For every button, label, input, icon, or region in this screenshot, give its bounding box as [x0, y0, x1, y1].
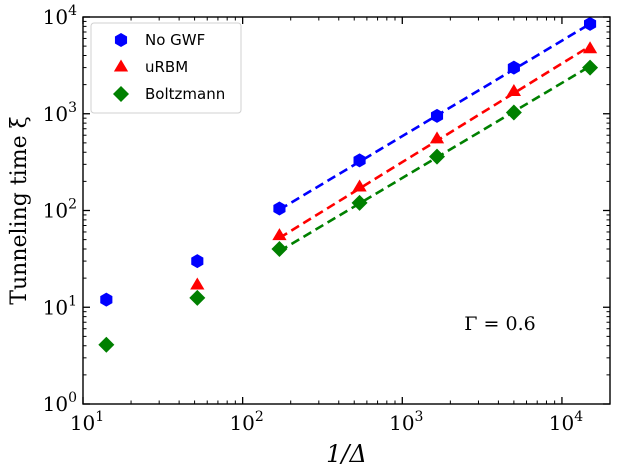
data-point-urbm	[272, 228, 287, 241]
legend-item-no-gwf: No GWF	[114, 31, 205, 49]
legend-marker-no-gwf	[114, 33, 128, 47]
data-point-boltzmann	[582, 59, 599, 76]
legend-symbol-no-gwf	[114, 33, 128, 47]
legend-item-boltzmann: Boltzmann	[113, 85, 225, 103]
data-point-urbm	[506, 83, 522, 96]
y-tick-label: 100	[43, 390, 77, 416]
legend-label-boltzmann: Boltzmann	[145, 85, 225, 103]
legend-marker-urbm	[113, 59, 129, 72]
legend-symbol-urbm	[113, 59, 129, 72]
y-tick-label: 101	[43, 293, 77, 319]
legend-marker-boltzmann	[113, 86, 129, 102]
legend-item-urbm: uRBM	[113, 58, 188, 76]
legend-symbol-boltzmann	[113, 86, 129, 102]
data-point-no-gwf	[191, 254, 204, 269]
y-tick-label: 103	[43, 100, 77, 126]
data-point-no-gwf	[583, 16, 597, 31]
x-axis-label: 1/Δ	[326, 440, 367, 468]
legend-label-urbm: uRBM	[145, 58, 188, 76]
data-point-no-gwf	[273, 201, 286, 216]
data-point-boltzmann	[351, 194, 368, 211]
fit-line-no-gwf	[278, 22, 591, 211]
legend-label-no-gwf: No GWF	[145, 31, 205, 49]
data-point-urbm	[352, 179, 367, 192]
data-point-urbm	[429, 131, 445, 144]
data-point-boltzmann	[189, 289, 206, 306]
data-point-boltzmann	[271, 241, 288, 258]
data-point-urbm	[190, 277, 205, 290]
fit-line-boltzmann	[278, 65, 591, 253]
legend: No GWF uRBM Boltzmann	[90, 22, 242, 114]
data-point-no-gwf	[100, 292, 113, 307]
x-tick-label: 104	[549, 409, 583, 435]
x-tick-label: 103	[389, 409, 423, 435]
y-tick-label: 102	[43, 197, 77, 223]
data-point-no-gwf	[430, 108, 444, 123]
plot-frame	[82, 16, 611, 405]
data-point-no-gwf	[507, 60, 520, 75]
data-point-boltzmann	[505, 104, 522, 121]
gamma-annotation: Γ = 0.6	[464, 313, 535, 335]
data-points	[98, 16, 599, 353]
legend-frame	[90, 22, 242, 114]
y-tick-label: 104	[43, 3, 77, 29]
data-point-boltzmann	[98, 336, 115, 353]
data-point-no-gwf	[353, 153, 366, 168]
y-axis-label: Tunneling time ξ	[7, 116, 32, 304]
x-tick-label: 102	[229, 409, 263, 435]
data-point-urbm	[582, 41, 598, 54]
data-point-boltzmann	[429, 148, 446, 165]
x-tick-label: 101	[70, 409, 104, 435]
